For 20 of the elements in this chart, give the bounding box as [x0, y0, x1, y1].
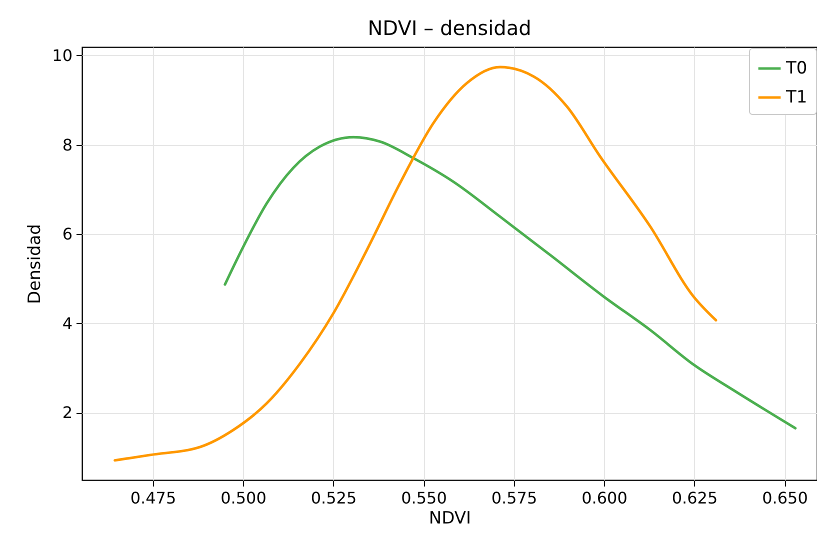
legend-label: T0: [785, 58, 808, 78]
y-tick-label: 2: [62, 403, 72, 422]
x-tick-label: 0.650: [762, 488, 808, 508]
chart-title: NDVI – densidad: [368, 16, 532, 40]
x-tick-label: 0.625: [672, 488, 718, 508]
x-tick-label: 0.600: [582, 488, 628, 508]
line-series: [114, 66, 718, 462]
legend-label: T1: [785, 88, 808, 108]
line-series: [224, 136, 797, 430]
y-axis-title: Densidad: [25, 224, 46, 304]
x-axis-title: NDVI: [428, 508, 472, 528]
y-tick-label: 10: [52, 46, 72, 65]
y-tick-label: 8: [62, 135, 72, 154]
y-tick-label: 6: [62, 224, 72, 244]
x-tick-label: 0.475: [130, 488, 176, 508]
x-tick-label: 0.550: [401, 488, 447, 508]
x-tick-label: 0.575: [491, 488, 538, 508]
y-tick-label: 4: [62, 314, 72, 333]
x-tick-label: 0.500: [220, 488, 266, 508]
x-tick-label: 0.525: [310, 488, 357, 508]
